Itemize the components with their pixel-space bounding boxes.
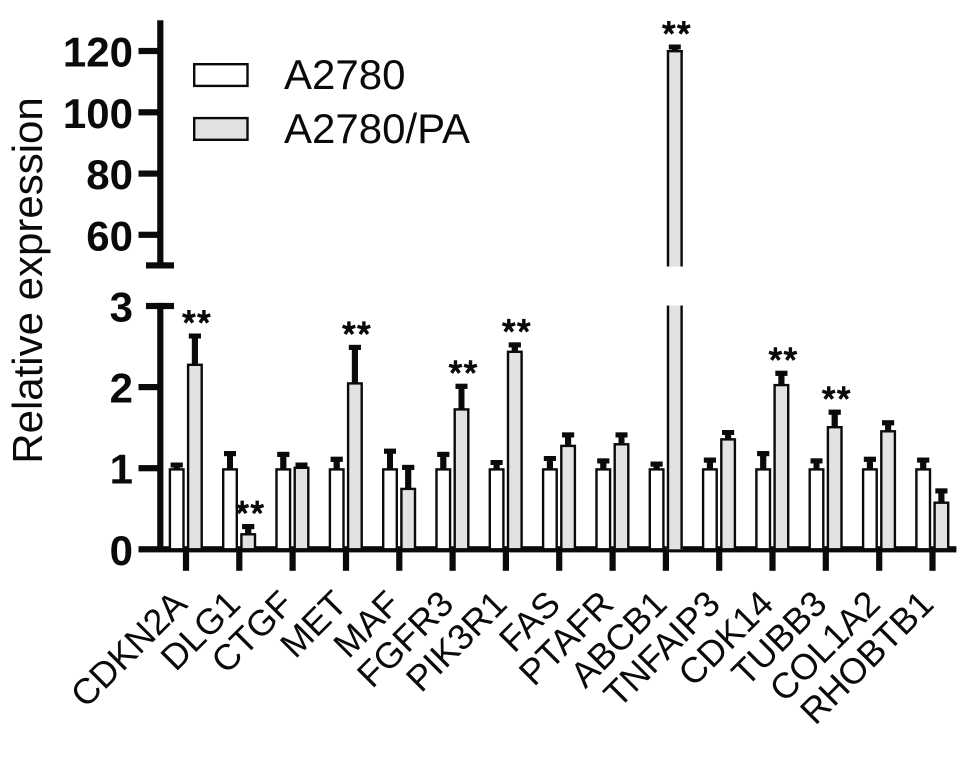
svg-text:A2780: A2780 xyxy=(284,51,405,98)
svg-text:120: 120 xyxy=(63,29,133,76)
svg-text:3: 3 xyxy=(110,284,133,331)
svg-text:A2780/PA: A2780/PA xyxy=(284,105,470,152)
svg-text:2: 2 xyxy=(110,365,133,412)
svg-text:0: 0 xyxy=(110,527,133,574)
svg-text:100: 100 xyxy=(63,90,133,137)
svg-text:80: 80 xyxy=(86,151,133,198)
svg-text:1: 1 xyxy=(110,446,133,493)
svg-text:60: 60 xyxy=(86,212,133,259)
svg-text:Relative expression: Relative expression xyxy=(4,97,51,464)
